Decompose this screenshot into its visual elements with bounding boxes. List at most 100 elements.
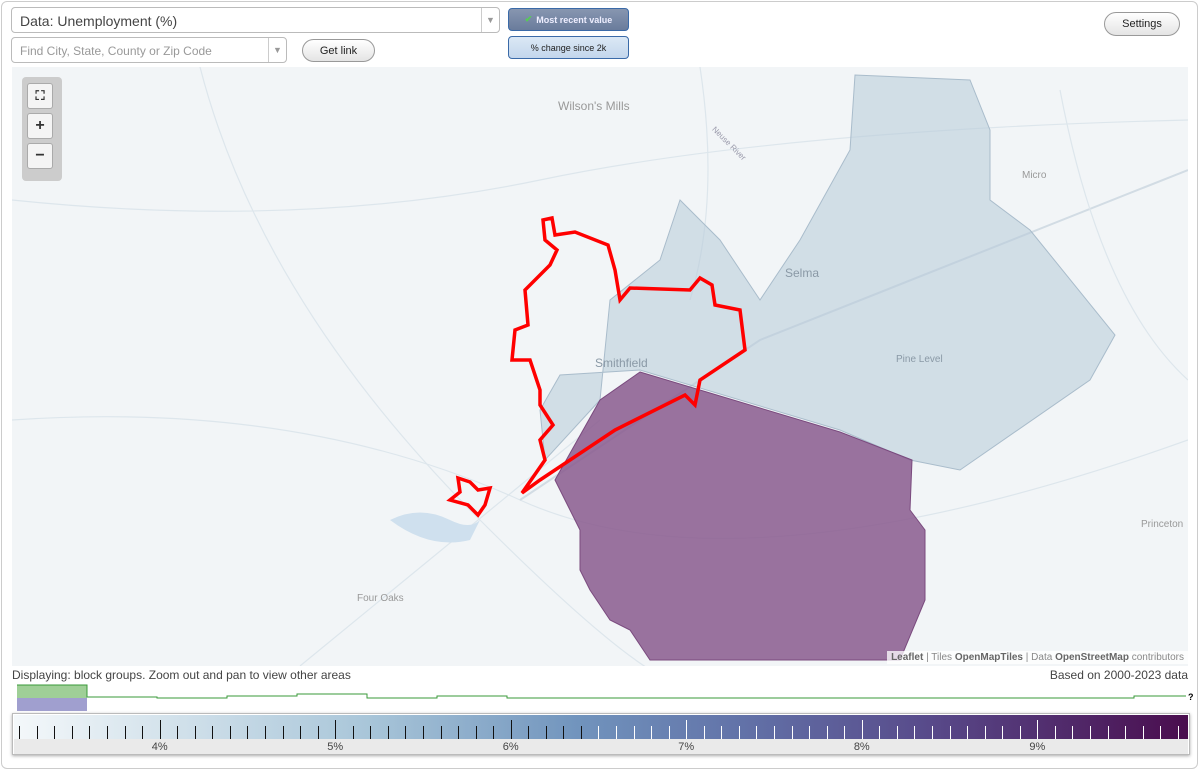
minor-tick (738, 726, 740, 739)
legend-tick-label: 8% (853, 741, 870, 753)
minor-tick (475, 726, 477, 739)
minor-tick (703, 726, 705, 739)
minor-tick (826, 726, 828, 739)
get-link-button[interactable]: Get link (302, 39, 375, 62)
minor-tick (791, 726, 793, 739)
minor-tick (71, 726, 73, 739)
minor-tick (1054, 726, 1056, 739)
minor-tick (1177, 726, 1179, 739)
pct-change-toggle[interactable]: % change since 2k (508, 36, 629, 59)
minor-tick (1125, 726, 1127, 739)
minor-tick (809, 726, 811, 739)
minor-tick (1160, 726, 1162, 739)
minor-tick (598, 726, 600, 739)
major-tick (510, 720, 512, 739)
minor-tick (300, 726, 302, 739)
place-label: Four Oaks (357, 593, 404, 604)
legend-tick-label: 4% (151, 741, 168, 753)
openmaptiles-link[interactable]: OpenMapTiles (954, 652, 1023, 663)
histogram-line (17, 684, 1186, 699)
minor-tick (212, 726, 214, 739)
minor-tick (89, 726, 91, 739)
histogram: ? (17, 684, 1194, 711)
displaying-text: Displaying: block groups. Zoom out and p… (12, 668, 351, 682)
major-tick (861, 720, 863, 739)
minor-tick (493, 726, 495, 739)
minor-tick (949, 726, 951, 739)
minor-tick (545, 726, 547, 739)
data-select[interactable]: Data: Unemployment (%) ▼ (11, 7, 500, 33)
minor-tick (1107, 726, 1109, 739)
place-label: Princeton (1141, 519, 1184, 530)
minor-tick (458, 726, 460, 739)
zoom-in-button[interactable]: + (27, 113, 53, 139)
location-search-input[interactable]: Find City, State, County or Zip Code ▼ (11, 37, 287, 63)
legend-gradient (14, 715, 1188, 739)
chevron-down-icon: ▼ (481, 8, 499, 32)
minor-tick (668, 726, 670, 739)
map-attribution: Leaflet | Tiles OpenMapTiles | Data Open… (887, 651, 1188, 664)
zoom-control: ⛶ + − (22, 77, 62, 181)
minor-tick (914, 726, 916, 739)
minor-tick (317, 726, 319, 739)
leaflet-link[interactable]: Leaflet (891, 652, 924, 663)
minor-tick (967, 726, 969, 739)
minor-tick (931, 726, 933, 739)
minor-tick (19, 726, 21, 739)
minor-tick (36, 726, 38, 739)
settings-button[interactable]: Settings (1104, 12, 1180, 36)
major-tick (159, 720, 161, 739)
place-label: Smithfield (595, 356, 648, 370)
minor-tick (1142, 726, 1144, 739)
minor-tick (879, 726, 881, 739)
most-recent-value-toggle[interactable]: ✔ Most recent value (508, 8, 629, 31)
minor-tick (616, 726, 618, 739)
histogram-bar (17, 685, 87, 698)
fullscreen-icon: ⛶ (35, 88, 45, 103)
selected-area-outline[interactable] (446, 215, 747, 518)
region-low[interactable] (539, 74, 1116, 471)
legend-tick-label: 5% (327, 741, 344, 753)
minor-tick (774, 726, 775, 739)
zoom-out-button[interactable]: − (27, 143, 53, 169)
minor-tick (896, 726, 898, 739)
minor-tick (844, 726, 846, 739)
minor-tick (194, 726, 196, 739)
minor-tick (1002, 726, 1004, 739)
minor-tick (54, 726, 56, 739)
minor-tick (756, 726, 758, 739)
minor-tick (440, 726, 442, 739)
minor-tick (563, 726, 565, 739)
minor-tick (387, 726, 389, 739)
chevron-down-icon: ▼ (268, 38, 286, 62)
unknown-label: ? (1188, 692, 1194, 702)
minor-tick (633, 726, 635, 739)
place-label: Pine Level (896, 354, 943, 365)
fullscreen-button[interactable]: ⛶ (27, 83, 53, 109)
legend-tick-label: 9% (1029, 741, 1046, 753)
map[interactable]: Wilson's Mills Neuse River Micro Selma S… (12, 67, 1188, 666)
legend-tick-label: 7% (678, 741, 695, 753)
place-label: Wilson's Mills (558, 99, 630, 113)
minor-tick (264, 726, 266, 739)
place-label: Selma (785, 266, 820, 280)
minor-tick (370, 726, 372, 739)
based-on-text: Based on 2000-2023 data (1049, 668, 1188, 682)
legend-label-bar (14, 739, 1188, 754)
minor-tick (352, 726, 354, 739)
minor-tick (1019, 726, 1021, 739)
minor-tick (282, 726, 284, 739)
color-legend[interactable]: 4% 5% 6% 7% 8% 9% (12, 713, 1190, 755)
minor-tick (1072, 726, 1074, 739)
minor-tick (177, 726, 179, 739)
minor-tick (142, 726, 144, 739)
minor-tick (984, 726, 986, 739)
place-label: Micro (1022, 170, 1047, 181)
minor-tick (422, 726, 424, 739)
osm-link[interactable]: OpenStreetMap (1055, 652, 1129, 663)
minor-tick (651, 726, 653, 739)
region-high[interactable] (554, 371, 926, 661)
minor-tick (107, 726, 109, 739)
minor-tick (528, 726, 530, 739)
